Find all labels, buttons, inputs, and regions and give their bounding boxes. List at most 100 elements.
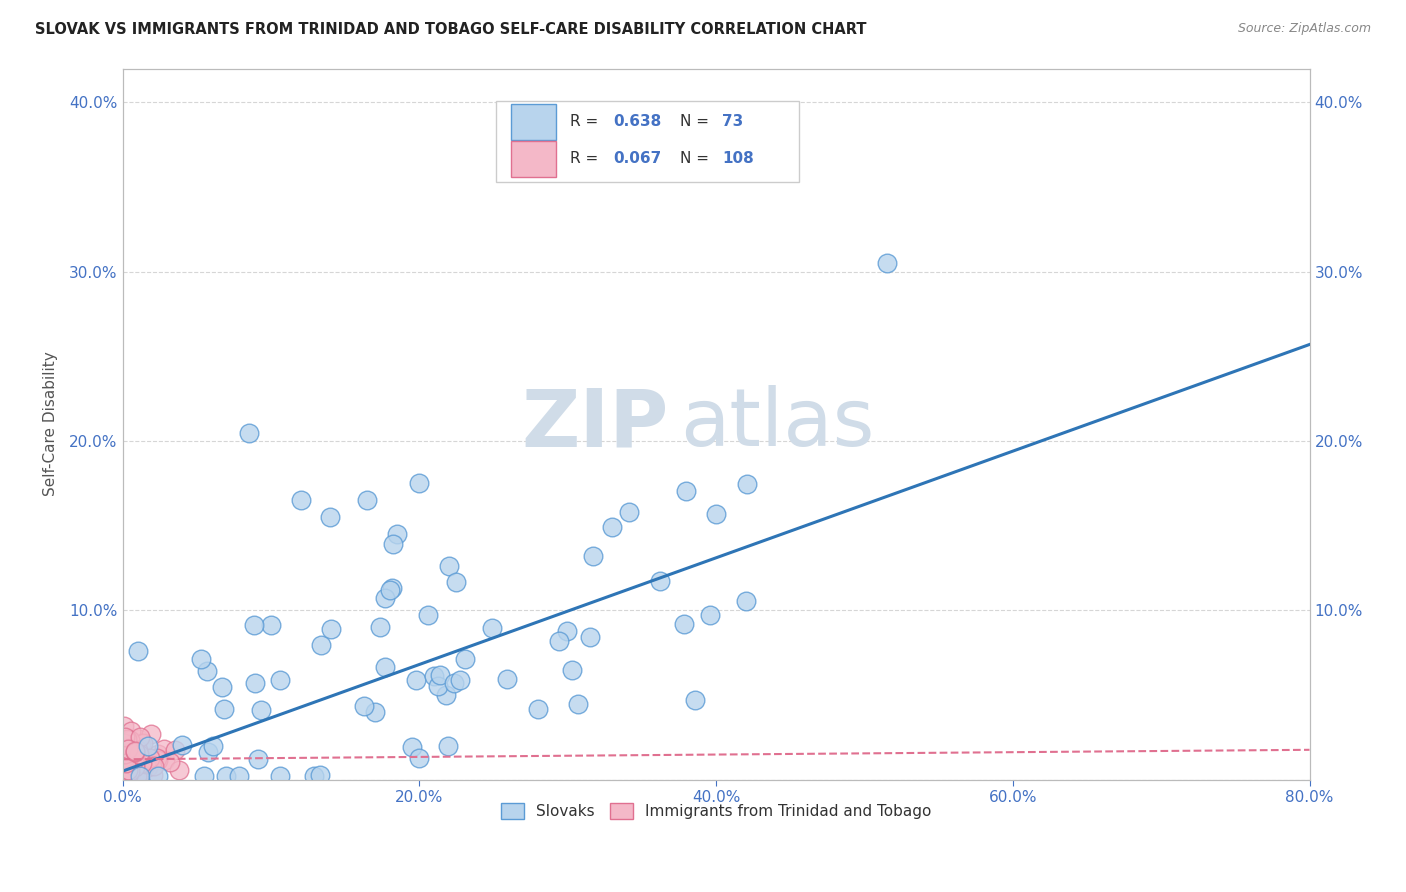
Point [127,644,149,658]
Point [228,769,250,783]
Point [165,743,187,757]
FancyBboxPatch shape [510,141,555,177]
Point [247,752,270,766]
Point [321,622,343,636]
Point [121,751,143,765]
Point [129,737,152,751]
Point [143,758,166,772]
Point [120,751,142,765]
Point [159,755,181,769]
Point [132,763,155,777]
Point [120,758,142,772]
Point [112,766,135,780]
Point [319,510,342,524]
Point [124,745,146,759]
Point [197,664,219,678]
Point [527,702,550,716]
Point [434,688,457,702]
Point [114,751,136,765]
Point [120,765,142,780]
Point [418,608,440,623]
Point [555,624,578,638]
Point [114,746,136,760]
Point [127,743,149,757]
Point [215,769,238,783]
Point [561,663,583,677]
Point [115,740,138,755]
Point [115,756,138,770]
Point [115,766,138,780]
Point [117,748,139,763]
Point [128,749,150,764]
Point [115,738,138,752]
Point [129,755,152,769]
Point [117,752,139,766]
Point [118,733,141,747]
Point [734,594,756,608]
Point [128,747,150,761]
Point [118,733,141,747]
Point [124,767,146,781]
Point [118,745,141,759]
Point [129,730,152,744]
Point [115,732,138,747]
Point [120,723,142,738]
Point [112,719,135,733]
Point [385,527,408,541]
Point [117,769,139,783]
Point [114,755,136,769]
Point [381,582,404,596]
Point [378,582,401,597]
Point [269,769,291,783]
Point [125,757,148,772]
Text: atlas: atlas [681,385,875,463]
Point [128,749,150,764]
Text: 73: 73 [723,114,744,129]
Point [122,753,145,767]
Point [129,765,152,780]
Point [136,760,159,774]
Text: R =: R = [569,114,603,129]
Point [401,739,423,754]
Point [429,668,451,682]
Point [374,591,396,605]
Point [260,618,283,632]
Text: R =: R = [569,152,603,166]
Point [136,739,159,753]
Point [138,751,160,765]
Point [302,769,325,783]
Point [122,758,145,772]
Point [125,747,148,761]
Point [704,507,727,521]
Point [129,769,152,783]
Point [356,493,378,508]
Point [190,652,212,666]
Point [112,770,135,784]
Point [193,769,215,783]
Point [115,758,138,772]
Point [117,740,139,755]
Point [124,760,146,774]
Point [117,757,139,772]
Point [405,673,427,687]
Point [117,742,139,756]
Point [124,754,146,768]
FancyBboxPatch shape [496,101,799,182]
Point [112,745,135,759]
Legend: Slovaks, Immigrants from Trinidad and Tobago: Slovaks, Immigrants from Trinidad and To… [495,797,938,825]
Point [582,549,605,564]
Point [290,493,312,508]
Point [125,756,148,770]
Point [309,638,332,652]
Point [172,738,194,752]
Point [112,758,135,772]
Point [114,737,136,751]
Point [683,693,706,707]
Point [117,771,139,785]
Point [374,659,396,673]
Point [114,771,136,785]
Point [122,753,145,767]
Text: N =: N = [681,114,714,129]
Point [153,753,176,767]
Point [135,757,157,772]
